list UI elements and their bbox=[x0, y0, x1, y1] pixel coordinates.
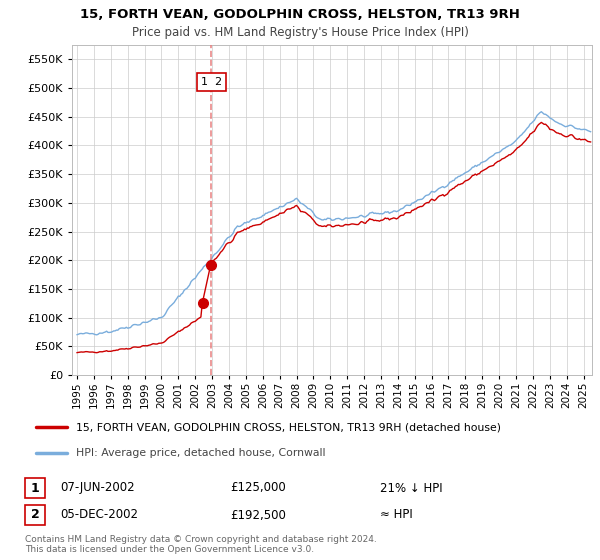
Text: £192,500: £192,500 bbox=[230, 508, 286, 521]
Text: 07-JUN-2002: 07-JUN-2002 bbox=[60, 482, 134, 494]
Text: 15, FORTH VEAN, GODOLPHIN CROSS, HELSTON, TR13 9RH (detached house): 15, FORTH VEAN, GODOLPHIN CROSS, HELSTON… bbox=[76, 422, 501, 432]
Text: Price paid vs. HM Land Registry's House Price Index (HPI): Price paid vs. HM Land Registry's House … bbox=[131, 26, 469, 39]
Text: 2: 2 bbox=[31, 508, 40, 521]
Text: 1: 1 bbox=[31, 482, 40, 494]
Text: 1  2: 1 2 bbox=[201, 77, 222, 87]
Text: ≈ HPI: ≈ HPI bbox=[380, 508, 413, 521]
Text: 15, FORTH VEAN, GODOLPHIN CROSS, HELSTON, TR13 9RH: 15, FORTH VEAN, GODOLPHIN CROSS, HELSTON… bbox=[80, 8, 520, 21]
Text: £125,000: £125,000 bbox=[230, 482, 286, 494]
Text: 05-DEC-2002: 05-DEC-2002 bbox=[60, 508, 138, 521]
Text: Contains HM Land Registry data © Crown copyright and database right 2024.
This d: Contains HM Land Registry data © Crown c… bbox=[25, 535, 377, 554]
Text: 21% ↓ HPI: 21% ↓ HPI bbox=[380, 482, 443, 494]
Text: HPI: Average price, detached house, Cornwall: HPI: Average price, detached house, Corn… bbox=[76, 447, 325, 458]
